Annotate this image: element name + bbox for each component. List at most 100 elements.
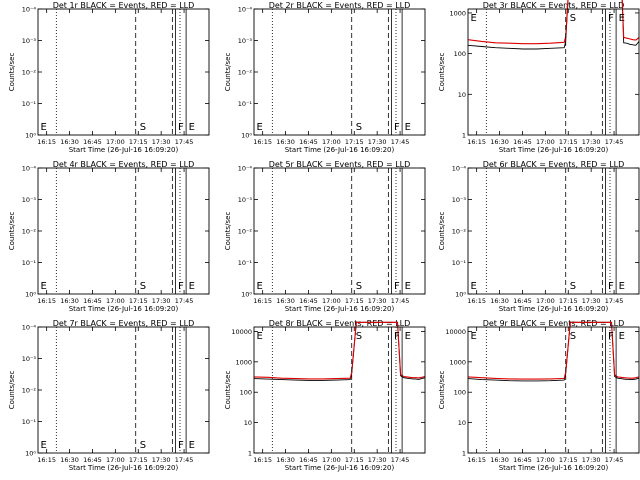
marker-letter: S — [140, 440, 146, 451]
x-tick-label: 17:15 — [559, 456, 578, 464]
x-tick-label: 17:00 — [536, 297, 555, 305]
x-tick-label: 16:15 — [253, 456, 272, 464]
y-tick-label: 1000 — [449, 358, 466, 366]
x-tick-label: 16:15 — [467, 138, 486, 146]
x-tick-label: 16:45 — [513, 456, 532, 464]
chart-det-5: Det 5r BLACK = Events, RED = LLD 10⁰ 10⁻¹ 1… — [224, 160, 426, 313]
plot-frame — [37, 167, 210, 295]
chart-det-1: Det 1r BLACK = Events, RED = LLD 10⁰ 10⁻¹ 1… — [8, 1, 210, 154]
x-tick-label: 17:30 — [582, 456, 601, 464]
marker-letter: E — [405, 122, 411, 133]
x-tick-label: 17:30 — [368, 138, 387, 146]
x-tick-label: 16:15 — [37, 138, 56, 146]
plot-frame — [253, 167, 426, 295]
y-axis-label: Counts/sec — [438, 371, 446, 410]
x-tick-label: 17:30 — [582, 297, 601, 305]
y-tick-label: 10 — [458, 419, 466, 427]
x-tick-label: 16:45 — [513, 138, 532, 146]
chart-title: Det 4r BLACK = Events, RED = LLD — [53, 160, 195, 169]
y-tick-label: 10000 — [231, 328, 252, 336]
marker-letter: E — [189, 440, 195, 451]
x-tick-label: 17:00 — [106, 297, 125, 305]
y-tick-label: 10⁻⁴ — [238, 6, 253, 14]
y-tick-label: 10⁻⁴ — [22, 324, 37, 332]
x-tick-label: 16:30 — [60, 456, 79, 464]
y-tick-label: 1000 — [235, 358, 252, 366]
series-lld-line — [467, 321, 640, 380]
marker-letter: F — [608, 13, 614, 24]
x-tick-label: 16:45 — [83, 456, 102, 464]
y-axis-label: Counts/sec — [224, 212, 232, 251]
chart-det-7: Det 7r BLACK = Events, RED = LLD 10⁰ 10⁻¹ 1… — [8, 319, 210, 472]
x-axis-label: Start Time (26-Jul-16 16:09:20) — [499, 146, 609, 154]
chart-det-4: Det 4r BLACK = Events, RED = LLD 10⁰ 10⁻¹ 1… — [8, 160, 210, 313]
y-tick-label: 1 — [248, 450, 252, 458]
series-lld-line — [467, 0, 640, 45]
y-tick-label: 10⁰ — [25, 132, 36, 140]
x-tick-label: 16:30 — [276, 138, 295, 146]
y-tick-label: 10⁻³ — [238, 37, 253, 45]
x-tick-label: 17:30 — [152, 456, 171, 464]
x-tick-label: 16:15 — [37, 456, 56, 464]
x-axis-label: Start Time (26-Jul-16 16:09:20) — [69, 305, 179, 313]
y-tick-label: 10⁻² — [22, 228, 37, 236]
marker-letter: F — [178, 281, 184, 292]
x-axis-label: Start Time (26-Jul-16 16:09:20) — [285, 146, 395, 154]
y-tick-label: 10⁻² — [22, 387, 37, 395]
x-tick-label: 16:15 — [253, 138, 272, 146]
marker-letter: E — [619, 331, 625, 342]
y-tick-label: 10⁻⁴ — [22, 6, 37, 14]
x-tick-label: 17:30 — [368, 456, 387, 464]
x-tick-label: 17:15 — [129, 297, 148, 305]
x-tick-label: 16:30 — [60, 138, 79, 146]
marker-letter: E — [471, 281, 477, 292]
x-axis-label: Start Time (26-Jul-16 16:09:20) — [69, 464, 179, 472]
y-tick-label: 100 — [240, 389, 252, 397]
marker-letter: S — [570, 331, 576, 342]
chart-title: Det 6r BLACK = Events, RED = LLD — [483, 160, 625, 169]
chart-title: Det 2r BLACK = Events, RED = LLD — [269, 1, 411, 10]
y-tick-label: 1 — [462, 132, 466, 140]
x-tick-label: 16:30 — [276, 297, 295, 305]
x-tick-label: 17:00 — [322, 138, 341, 146]
y-tick-label: 10⁻² — [452, 228, 467, 236]
y-tick-label: 10⁰ — [241, 291, 252, 299]
chart-det-3: Det 3r BLACK = Events, RED = LLD 1 10 100 10… — [438, 0, 640, 154]
y-tick-label: 10 — [244, 419, 252, 427]
chart-title: Det 5r BLACK = Events, RED = LLD — [269, 160, 411, 169]
y-tick-label: 10⁻³ — [452, 196, 467, 204]
y-tick-label: 1000 — [449, 9, 466, 17]
x-tick-label: 17:45 — [175, 297, 194, 305]
y-tick-label: 100 — [454, 389, 466, 397]
chart-det-8: Det 8r BLACK = Events, RED = LLD 1 10 100 10… — [224, 319, 426, 472]
x-tick-label: 16:15 — [253, 297, 272, 305]
marker-letter: S — [356, 281, 362, 292]
x-tick-label: 17:30 — [582, 138, 601, 146]
x-tick-label: 17:15 — [129, 138, 148, 146]
y-tick-label: 10⁻² — [238, 69, 253, 77]
x-tick-label: 17:45 — [175, 456, 194, 464]
series-lld-line — [253, 321, 426, 380]
x-tick-label: 17:00 — [106, 456, 125, 464]
chart-title: Det 1r BLACK = Events, RED = LLD — [53, 1, 195, 10]
marker-letter: S — [570, 13, 576, 24]
x-tick-label: 16:30 — [276, 456, 295, 464]
marker-letter: S — [140, 281, 146, 292]
x-tick-label: 17:00 — [322, 297, 341, 305]
x-tick-label: 16:30 — [60, 297, 79, 305]
x-tick-label: 17:30 — [152, 297, 171, 305]
y-tick-label: 10⁻¹ — [22, 418, 37, 426]
marker-letter: S — [140, 122, 146, 133]
x-tick-label: 17:15 — [559, 297, 578, 305]
x-tick-label: 16:45 — [299, 456, 318, 464]
x-tick-label: 17:30 — [368, 297, 387, 305]
marker-letter: E — [189, 122, 195, 133]
y-tick-label: 1 — [462, 450, 466, 458]
x-tick-label: 16:30 — [490, 138, 509, 146]
y-tick-label: 10⁻³ — [22, 37, 37, 45]
y-tick-label: 10⁻³ — [22, 196, 37, 204]
marker-letter: F — [608, 281, 614, 292]
x-tick-label: 17:45 — [391, 456, 410, 464]
y-axis-label: Counts/sec — [224, 371, 232, 410]
